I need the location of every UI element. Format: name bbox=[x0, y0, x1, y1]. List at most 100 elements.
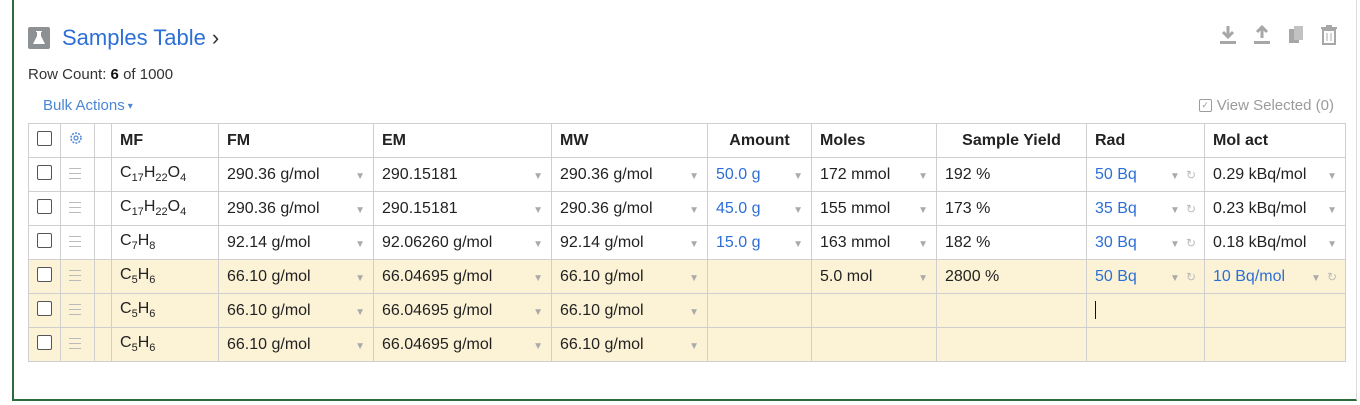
row-select-cell[interactable] bbox=[28, 259, 61, 294]
dropdown-caret-icon[interactable]: ▼ bbox=[533, 340, 543, 352]
row-checkbox[interactable] bbox=[37, 266, 52, 282]
cell-mf[interactable]: C7H8 bbox=[111, 225, 219, 260]
column-header-sample-yield[interactable]: Sample Yield bbox=[936, 123, 1087, 158]
refresh-icon[interactable]: ↻ bbox=[1185, 201, 1196, 216]
dropdown-caret-icon[interactable]: ▼ bbox=[793, 170, 803, 182]
dropdown-caret-icon[interactable]: ▼ bbox=[793, 238, 803, 250]
row-checkbox[interactable] bbox=[37, 300, 52, 316]
column-header-mw[interactable]: MW bbox=[551, 123, 708, 158]
dropdown-caret-icon[interactable]: ▼ bbox=[689, 204, 699, 216]
view-selected-toggle[interactable]: ✓ View Selected (0) bbox=[1198, 97, 1334, 114]
row-select-cell[interactable] bbox=[28, 191, 61, 226]
cell-rad[interactable]: 50 Bq ▼ ↻ bbox=[1086, 157, 1205, 192]
dropdown-caret-icon[interactable]: ▼ bbox=[793, 204, 803, 216]
cell-mw[interactable]: 66.10 g/mol ▼ bbox=[551, 259, 708, 294]
bulk-actions-button[interactable]: Bulk Actions ▾ bbox=[43, 97, 133, 114]
dropdown-caret-icon[interactable]: ▼ bbox=[533, 306, 543, 318]
dropdown-caret-icon[interactable]: ▼ bbox=[355, 272, 365, 284]
dropdown-caret-icon[interactable]: ▼ bbox=[918, 238, 928, 250]
drag-handle-cell[interactable] bbox=[60, 191, 95, 226]
cell-fm[interactable]: 66.10 g/mol ▼ bbox=[218, 327, 374, 362]
trash-icon[interactable] bbox=[1320, 24, 1338, 46]
page-title[interactable]: Samples Table bbox=[62, 25, 206, 50]
dropdown-caret-icon[interactable]: ▼ bbox=[1170, 170, 1180, 182]
column-header-fm[interactable]: FM bbox=[218, 123, 374, 158]
dropdown-caret-icon[interactable]: ▼ bbox=[918, 170, 928, 182]
cell-mw[interactable]: 66.10 g/mol ▼ bbox=[551, 293, 708, 328]
drag-handle-icon[interactable] bbox=[69, 337, 81, 349]
cell-sample-yield[interactable] bbox=[936, 327, 1087, 362]
dropdown-caret-icon[interactable]: ▼ bbox=[533, 204, 543, 216]
row-select-cell[interactable] bbox=[28, 327, 61, 362]
cell-fm[interactable]: 66.10 g/mol ▼ bbox=[218, 259, 374, 294]
dropdown-caret-icon[interactable]: ▼ bbox=[1327, 170, 1337, 182]
column-header-em[interactable]: EM bbox=[373, 123, 552, 158]
refresh-icon[interactable]: ↻ bbox=[1185, 167, 1196, 182]
cell-mol-act[interactable]: 0.18 kBq/mol ▼ bbox=[1204, 225, 1346, 260]
dropdown-caret-icon[interactable]: ▼ bbox=[533, 170, 543, 182]
cell-em[interactable]: 290.15181 ▼ bbox=[373, 191, 552, 226]
drag-handle-icon[interactable] bbox=[69, 167, 81, 179]
row-select-cell[interactable] bbox=[28, 293, 61, 328]
cell-mf[interactable]: C17H22O4 bbox=[111, 157, 219, 192]
cell-rad[interactable]: 35 Bq ▼ ↻ bbox=[1086, 191, 1205, 226]
cell-amount[interactable]: 45.0 g ▼ bbox=[707, 191, 812, 226]
cell-rad[interactable] bbox=[1086, 293, 1205, 328]
dropdown-caret-icon[interactable]: ▼ bbox=[355, 170, 365, 182]
drag-handle-cell[interactable] bbox=[60, 157, 95, 192]
cell-sample-yield[interactable] bbox=[936, 293, 1087, 328]
dropdown-caret-icon[interactable]: ▼ bbox=[355, 340, 365, 352]
dropdown-caret-icon[interactable]: ▼ bbox=[355, 238, 365, 250]
dropdown-caret-icon[interactable]: ▼ bbox=[355, 204, 365, 216]
cell-amount[interactable]: 15.0 g ▼ bbox=[707, 225, 812, 260]
dropdown-caret-icon[interactable]: ▼ bbox=[1311, 272, 1321, 284]
cell-amount[interactable] bbox=[707, 327, 812, 362]
select-all-checkbox[interactable] bbox=[37, 130, 52, 146]
dropdown-caret-icon[interactable]: ▼ bbox=[355, 306, 365, 318]
cell-mol-act[interactable]: 0.23 kBq/mol ▼ bbox=[1204, 191, 1346, 226]
column-header-moles[interactable]: Moles bbox=[811, 123, 937, 158]
cell-fm[interactable]: 66.10 g/mol ▼ bbox=[218, 293, 374, 328]
dropdown-caret-icon[interactable]: ▼ bbox=[689, 170, 699, 182]
cell-mol-act[interactable] bbox=[1204, 293, 1346, 328]
cell-fm[interactable]: 290.36 g/mol ▼ bbox=[218, 157, 374, 192]
cell-em[interactable]: 66.04695 g/mol ▼ bbox=[373, 327, 552, 362]
cell-fm[interactable]: 92.14 g/mol ▼ bbox=[218, 225, 374, 260]
cell-mw[interactable]: 92.14 g/mol ▼ bbox=[551, 225, 708, 260]
drag-handle-icon[interactable] bbox=[69, 201, 81, 213]
cell-mw[interactable]: 290.36 g/mol ▼ bbox=[551, 157, 708, 192]
drag-handle-icon[interactable] bbox=[69, 303, 81, 315]
settings-cell[interactable] bbox=[60, 123, 95, 158]
cell-moles[interactable] bbox=[811, 293, 937, 328]
cell-moles[interactable]: 163 mmol ▼ bbox=[811, 225, 937, 260]
cell-moles[interactable]: 5.0 mol ▼ bbox=[811, 259, 937, 294]
copy-icon[interactable] bbox=[1286, 24, 1306, 46]
dropdown-caret-icon[interactable]: ▼ bbox=[533, 238, 543, 250]
download-icon[interactable] bbox=[1218, 24, 1238, 46]
cell-mf[interactable]: C5H6 bbox=[111, 327, 219, 362]
cell-sample-yield[interactable]: 182 % bbox=[936, 225, 1087, 260]
cell-mol-act[interactable]: 10 Bq/mol ▼ ↻ bbox=[1204, 259, 1346, 294]
cell-rad[interactable]: 30 Bq ▼ ↻ bbox=[1086, 225, 1205, 260]
dropdown-caret-icon[interactable]: ▼ bbox=[1327, 238, 1337, 250]
dropdown-caret-icon[interactable]: ▼ bbox=[1170, 204, 1180, 216]
row-checkbox[interactable] bbox=[37, 334, 52, 350]
cell-mf[interactable]: C17H22O4 bbox=[111, 191, 219, 226]
drag-handle-cell[interactable] bbox=[60, 327, 95, 362]
dropdown-caret-icon[interactable]: ▼ bbox=[689, 238, 699, 250]
column-header-amount[interactable]: Amount bbox=[707, 123, 812, 158]
cell-mw[interactable]: 66.10 g/mol ▼ bbox=[551, 327, 708, 362]
row-select-cell[interactable] bbox=[28, 225, 61, 260]
cell-sample-yield[interactable]: 2800 % bbox=[936, 259, 1087, 294]
row-checkbox[interactable] bbox=[37, 232, 52, 248]
refresh-icon[interactable]: ↻ bbox=[1185, 269, 1196, 284]
cell-amount[interactable]: 50.0 g ▼ bbox=[707, 157, 812, 192]
cell-mf[interactable]: C5H6 bbox=[111, 259, 219, 294]
cell-em[interactable]: 92.06260 g/mol ▼ bbox=[373, 225, 552, 260]
refresh-icon[interactable]: ↻ bbox=[1326, 269, 1337, 284]
column-header-mol-act[interactable]: Mol act bbox=[1204, 123, 1346, 158]
column-header-mf[interactable]: MF bbox=[111, 123, 219, 158]
dropdown-caret-icon[interactable]: ▼ bbox=[918, 204, 928, 216]
dropdown-caret-icon[interactable]: ▼ bbox=[1170, 238, 1180, 250]
select-all-cell[interactable] bbox=[28, 123, 61, 158]
